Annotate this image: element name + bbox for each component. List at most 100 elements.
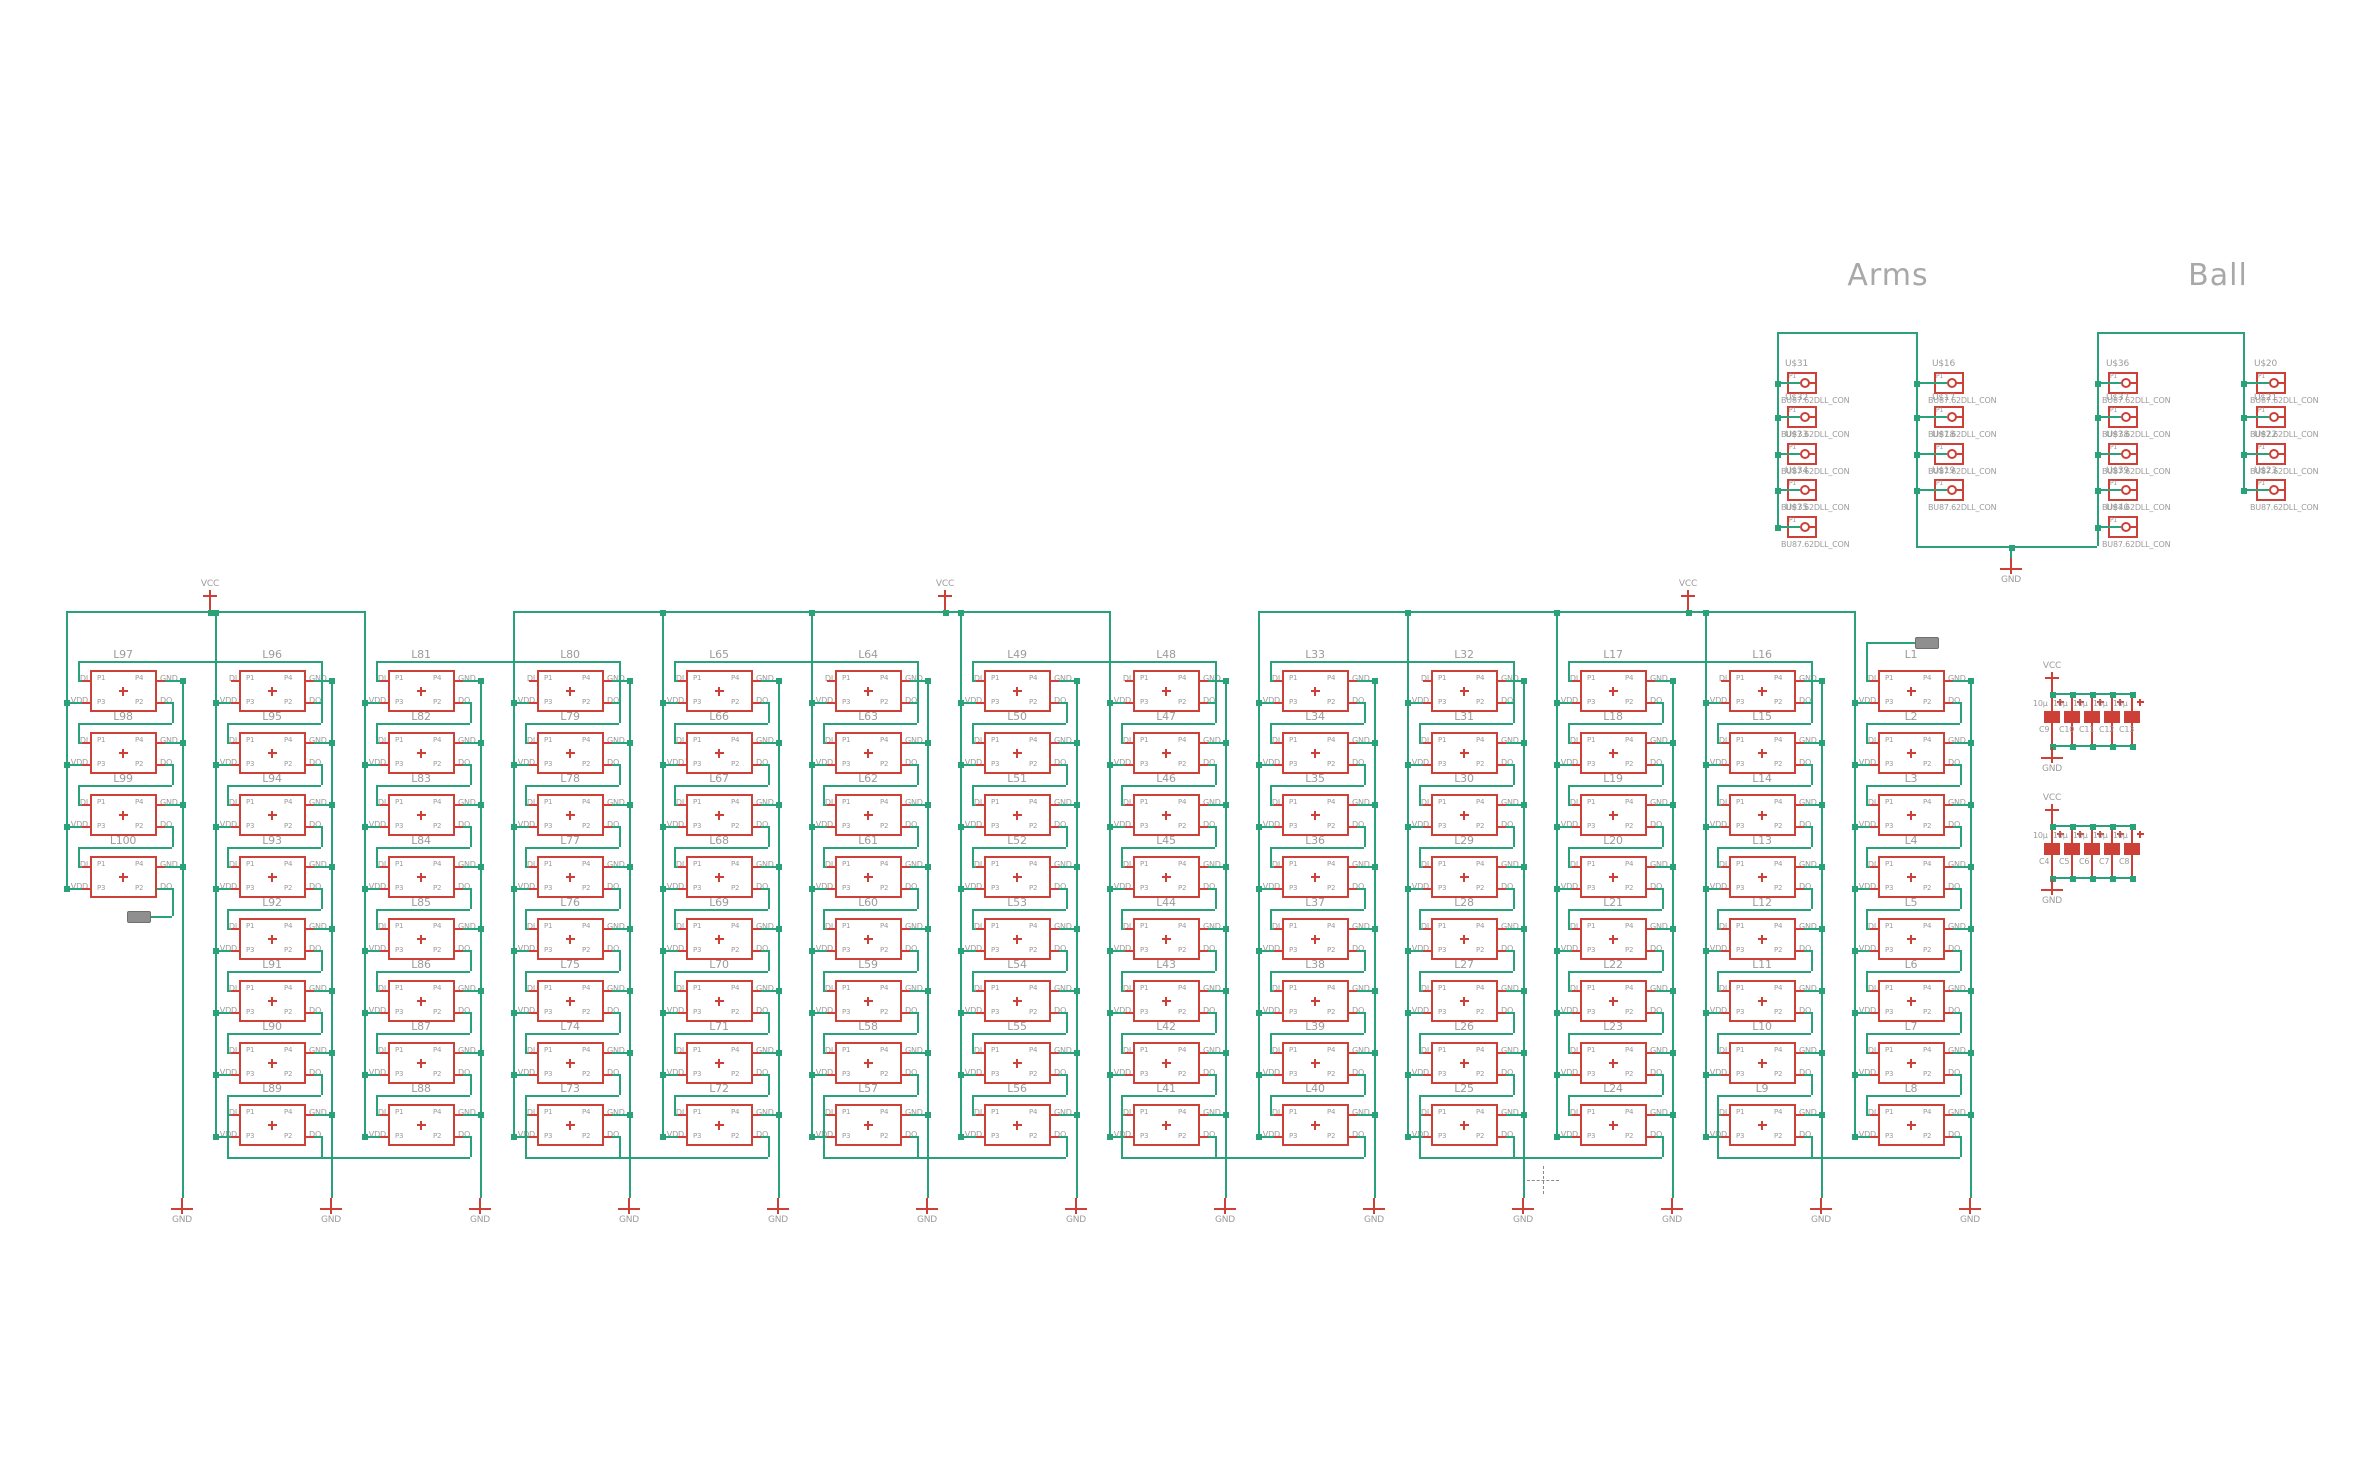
- wire[interactable]: [376, 990, 380, 992]
- wire[interactable]: [215, 950, 231, 952]
- wire[interactable]: [364, 764, 380, 766]
- led-label[interactable]: L83: [411, 772, 431, 785]
- led-label[interactable]: L90: [262, 1020, 282, 1033]
- wire[interactable]: [1215, 950, 1217, 971]
- led-label[interactable]: L13: [1752, 834, 1772, 847]
- wire[interactable]: [1121, 785, 1123, 804]
- led-symbol[interactable]: [686, 918, 753, 960]
- wire[interactable]: [1357, 826, 1364, 828]
- led-label[interactable]: L36: [1305, 834, 1325, 847]
- wire[interactable]: [1568, 928, 1572, 930]
- led-label[interactable]: L28: [1454, 896, 1474, 909]
- led-symbol[interactable]: [388, 856, 455, 898]
- wire[interactable]: [1059, 888, 1066, 890]
- wire[interactable]: [1662, 1074, 1664, 1095]
- wire[interactable]: [525, 1095, 619, 1097]
- wire[interactable]: [1811, 950, 1813, 971]
- wire[interactable]: [1960, 888, 1962, 909]
- wire[interactable]: [1270, 785, 1272, 804]
- wire[interactable]: [463, 866, 480, 868]
- led-label[interactable]: L4: [1904, 834, 1918, 847]
- capacitor-name[interactable]: C10: [2059, 725, 2075, 734]
- wire[interactable]: [513, 764, 529, 766]
- wire[interactable]: [1357, 1052, 1374, 1054]
- wire[interactable]: [662, 826, 678, 828]
- led-label[interactable]: L33: [1305, 648, 1325, 661]
- led-label[interactable]: L18: [1603, 710, 1623, 723]
- wire[interactable]: [1208, 826, 1215, 828]
- led-symbol[interactable]: [239, 794, 306, 836]
- led-label[interactable]: L78: [560, 772, 580, 785]
- wire[interactable]: [1059, 950, 1066, 952]
- wire[interactable]: [1717, 847, 1811, 849]
- wire[interactable]: [1717, 1114, 1721, 1116]
- led-label[interactable]: L79: [560, 710, 580, 723]
- led-symbol[interactable]: [1431, 1104, 1498, 1146]
- wire[interactable]: [1419, 742, 1423, 744]
- wire[interactable]: [960, 950, 976, 952]
- wire[interactable]: [1364, 1074, 1366, 1095]
- wire[interactable]: [761, 742, 778, 744]
- wire[interactable]: [1419, 928, 1423, 930]
- wire[interactable]: [674, 909, 768, 911]
- vdd-rail[interactable]: [1854, 611, 1856, 1136]
- vdd-rail[interactable]: [960, 611, 962, 1136]
- wire[interactable]: [972, 971, 974, 990]
- wire[interactable]: [1804, 826, 1811, 828]
- wire[interactable]: [1953, 764, 1960, 766]
- wire[interactable]: [811, 1136, 827, 1138]
- wire[interactable]: [470, 888, 472, 909]
- wire[interactable]: [1568, 680, 1572, 682]
- wire[interactable]: [1953, 702, 1960, 704]
- wire[interactable]: [1258, 950, 1274, 952]
- wire[interactable]: [823, 785, 825, 804]
- wire[interactable]: [662, 1074, 678, 1076]
- wire[interactable]: [1854, 950, 1870, 952]
- wire[interactable]: [674, 1052, 678, 1054]
- wire[interactable]: [215, 826, 231, 828]
- wire[interactable]: [1655, 950, 1662, 952]
- wire[interactable]: [1866, 804, 1870, 806]
- capacitor-symbol[interactable]: [2104, 711, 2120, 723]
- wire[interactable]: [612, 742, 629, 744]
- wire[interactable]: [525, 1033, 619, 1035]
- led-label[interactable]: L37: [1305, 896, 1325, 909]
- wire[interactable]: [1953, 1074, 1960, 1076]
- connector-name[interactable]: U$34: [1785, 466, 1808, 476]
- wire[interactable]: [525, 971, 527, 990]
- led-label[interactable]: L39: [1305, 1020, 1325, 1033]
- led-label[interactable]: L50: [1007, 710, 1027, 723]
- wire[interactable]: [1866, 1095, 1960, 1097]
- led-label[interactable]: L44: [1156, 896, 1176, 909]
- wire[interactable]: [674, 928, 678, 930]
- vdd-rail[interactable]: [1705, 611, 1707, 1136]
- wire[interactable]: [376, 804, 380, 806]
- wire[interactable]: [1059, 764, 1066, 766]
- wire[interactable]: [1916, 546, 2097, 548]
- led-label[interactable]: L68: [709, 834, 729, 847]
- wire[interactable]: [1777, 453, 1800, 455]
- wire[interactable]: [1777, 332, 1916, 334]
- wire[interactable]: [910, 1052, 927, 1054]
- wire[interactable]: [1953, 1136, 1960, 1138]
- wire[interactable]: [972, 1052, 976, 1054]
- wire[interactable]: [1407, 764, 1423, 766]
- wire[interactable]: [1866, 785, 1868, 804]
- wire[interactable]: [1854, 702, 1870, 704]
- wire[interactable]: [1215, 1136, 1217, 1157]
- wire[interactable]: [1419, 847, 1421, 866]
- wire[interactable]: [811, 950, 827, 952]
- wire[interactable]: [1419, 723, 1513, 725]
- gnd-rail[interactable]: [480, 680, 482, 1198]
- wire[interactable]: [172, 826, 174, 847]
- wire[interactable]: [1258, 1136, 1274, 1138]
- wire[interactable]: [66, 702, 82, 704]
- wire[interactable]: [1568, 1095, 1570, 1114]
- wire[interactable]: [972, 909, 974, 928]
- led-label[interactable]: L92: [262, 896, 282, 909]
- wire[interactable]: [227, 785, 321, 787]
- wire[interactable]: [823, 785, 917, 787]
- led-label[interactable]: L45: [1156, 834, 1176, 847]
- wire[interactable]: [1513, 702, 1515, 723]
- led-label[interactable]: L56: [1007, 1082, 1027, 1095]
